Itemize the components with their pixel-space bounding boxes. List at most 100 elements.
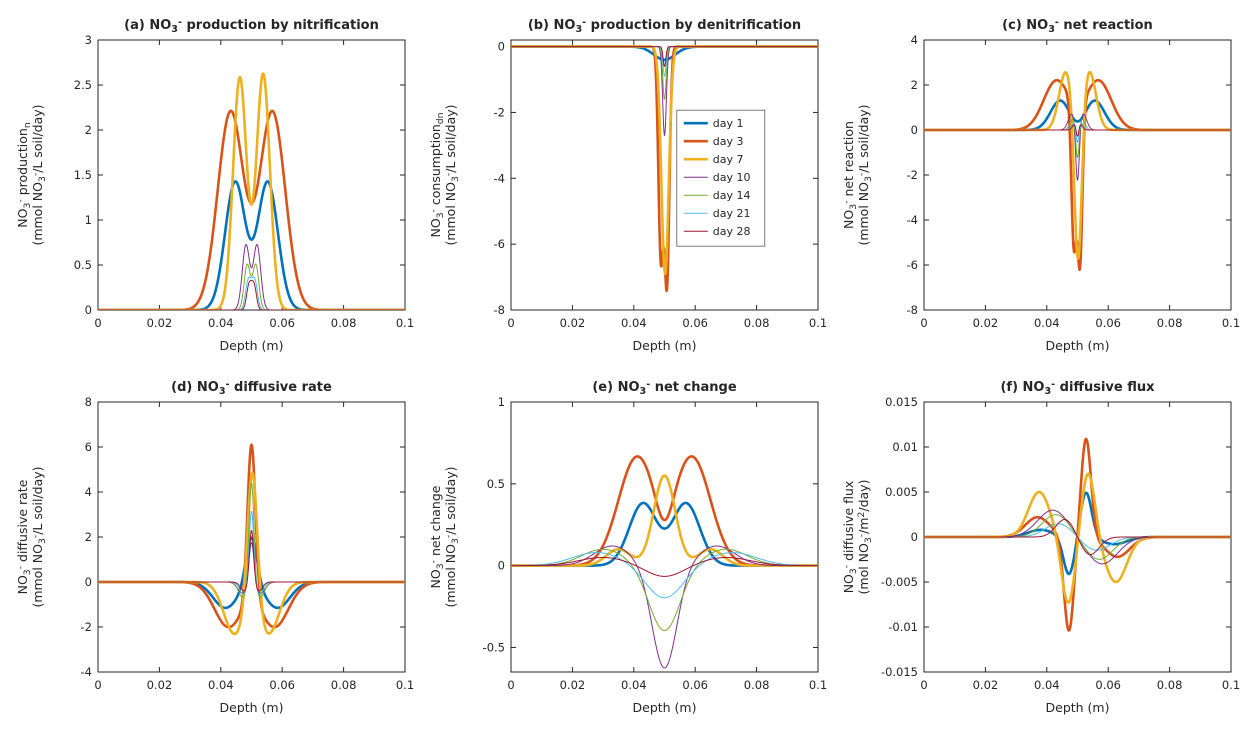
legend-box	[676, 109, 766, 247]
legend-label-day-3: day 3	[713, 135, 744, 148]
series-lines	[97, 72, 405, 310]
x-tick-label: 0.06	[269, 678, 295, 692]
y-tick-label: 1	[498, 395, 505, 409]
x-axis-label: Depth (m)	[632, 700, 696, 715]
labels: 0 0.02 0.04 0.06 0.08 0.1 4 2 0 -2 -4 -6 -8 (c) NO3- …	[841, 17, 1240, 353]
labels: 0 0.02 0.04 0.06 0.08 0.1 0.015 0.01 0.005 0 -0.00…	[841, 379, 1240, 715]
y-tick-label: 6	[84, 440, 91, 454]
x-tick-label: 0.02	[560, 316, 586, 330]
chart-title: (a) NO3- production by nitrification	[124, 17, 379, 35]
line-day-7	[924, 70, 1232, 260]
y-tick-label: -0.01	[889, 620, 919, 634]
y-tick-label: 0.5	[487, 477, 505, 491]
line-day-14	[97, 263, 405, 310]
x-tick-label: 0.02	[560, 678, 586, 692]
y-tick-label: 2	[911, 78, 918, 92]
chart-title: (f) NO3- diffusive flux	[1001, 379, 1156, 397]
y-axis-label: (mmol NO3-/L soil/day)	[443, 466, 461, 607]
line-day-10	[97, 541, 405, 594]
labels: 0 0.02 0.04 0.06 0.08 0.1 1 0.5 0 -0.5 (e) NO3- ne…	[428, 379, 827, 715]
y-tick-label: -4	[80, 665, 91, 679]
y-tick-label: 0.015	[885, 395, 918, 409]
y-axis-label: (mmol NO3-/L soil/day)	[443, 104, 461, 245]
y-tick-label: -0.5	[483, 640, 505, 654]
y-tick-label: 0.01	[893, 440, 919, 454]
x-tick-label: 0.1	[396, 678, 414, 692]
x-tick-label: 0.1	[1222, 316, 1240, 330]
legend-label-day-21: day 21	[713, 207, 751, 220]
line-day-28	[510, 46, 818, 67]
x-tick-label: 0.08	[744, 678, 770, 692]
x-tick-label: 0	[94, 678, 101, 692]
x-tick-label: 0.06	[1096, 316, 1122, 330]
line-day-14	[924, 118, 1232, 159]
y-tick-label: -8	[494, 303, 505, 317]
x-tick-label: 0.1	[809, 316, 827, 330]
line-day-1	[97, 180, 405, 310]
axes-box	[923, 39, 1232, 311]
legend-label-day-1: day 1	[713, 117, 744, 130]
legend-label-day-28: day 28	[713, 225, 751, 238]
line-day-7	[97, 471, 405, 636]
y-axis-label: (mmol NO3-/L soil/day)	[29, 466, 47, 607]
y-tick-label: 0.5	[73, 258, 91, 272]
x-tick-label: 0.04	[621, 678, 647, 692]
x-tick-label: 0.08	[330, 316, 356, 330]
y-axis-label: (mmol NO3-/L soil/day)	[856, 104, 874, 245]
x-tick-label: 0.1	[1222, 678, 1240, 692]
y-tick-label: -2	[494, 105, 505, 119]
x-tick-label: 0	[507, 316, 514, 330]
x-tick-label: 0.08	[744, 316, 770, 330]
y-tick-label: -0.015	[881, 665, 918, 679]
x-tick-label: 0.06	[682, 316, 708, 330]
legend-label-day-7: day 7	[713, 153, 744, 166]
y-tick-label: -2	[80, 620, 91, 634]
line-day-14	[510, 548, 818, 632]
chart-d: 0 0.02 0.04 0.06 0.08 0.1 8 6 4 2 0 -2 -4 (d) NO3- di…	[8, 370, 421, 726]
axes-box	[510, 401, 819, 673]
chart-a-canvas: 0 0.02 0.04 0.06 0.08 0.1 0 0.5 1 1.5 2 2.5 3 (a) NO3…	[14, 17, 413, 353]
x-tick-label: 0.02	[146, 316, 172, 330]
chart-title: (b) NO3- production by denitrification	[528, 17, 801, 35]
series-lines	[97, 443, 405, 636]
x-axis-label: Depth (m)	[219, 700, 283, 715]
y-tick-label: 0	[498, 559, 505, 573]
labels: 0 0.02 0.04 0.06 0.08 0.1 0 0.5 1 1.5 2 2.5 3 (a) NO3…	[14, 17, 413, 353]
chart-e-canvas: 0 0.02 0.04 0.06 0.08 0.1 1 0.5 0 -0.5 (e) NO3- ne…	[428, 379, 827, 715]
x-tick-label: 0	[94, 316, 101, 330]
x-tick-label: 0.08	[330, 678, 356, 692]
labels: 0 0.02 0.04 0.06 0.08 0.1 0 -2 -4 -6 -8 (b) NO3- pr…	[428, 17, 827, 353]
line-day-7	[510, 45, 818, 276]
y-tick-label: -4	[494, 171, 505, 185]
x-tick-label: 0.02	[973, 678, 999, 692]
chart-b: 0 0.02 0.04 0.06 0.08 0.1 0 -2 -4 -6 -8 (b) NO3- pr…	[421, 8, 834, 364]
x-axis-label: Depth (m)	[219, 338, 283, 353]
y-tick-label: -6	[494, 237, 505, 251]
y-axis-label: NO3- net change	[428, 485, 446, 588]
x-tick-label: 0.02	[146, 678, 172, 692]
y-tick-label: 4	[84, 485, 91, 499]
x-tick-label: 0.06	[1096, 678, 1122, 692]
y-tick-label: 2	[84, 530, 91, 544]
y-tick-label: 4	[911, 33, 918, 47]
x-tick-label: 0	[921, 316, 928, 330]
line-day-10	[97, 243, 405, 310]
line-day-14	[97, 482, 405, 599]
line-day-7	[97, 72, 405, 310]
x-tick-label: 0.06	[682, 678, 708, 692]
line-day-14	[510, 46, 818, 100]
x-axis-label: Depth (m)	[1046, 700, 1110, 715]
y-tick-label: 2	[84, 123, 91, 137]
series-lines	[510, 455, 818, 669]
chart-c: 0 0.02 0.04 0.06 0.08 0.1 4 2 0 -2 -4 -6 -8 (c) NO3- …	[835, 8, 1248, 364]
legend-label-day-10: day 10	[713, 171, 751, 184]
line-day-10	[924, 113, 1232, 181]
legend: day 1 day 3 day 7 day 10 day 14 day 21 day 28	[676, 109, 766, 247]
x-tick-label: 0.1	[396, 316, 414, 330]
y-axis-label: NO3- net reaction	[841, 121, 859, 229]
series-lines	[924, 70, 1232, 271]
line-day-21	[97, 276, 405, 310]
line-day-28	[510, 557, 818, 577]
